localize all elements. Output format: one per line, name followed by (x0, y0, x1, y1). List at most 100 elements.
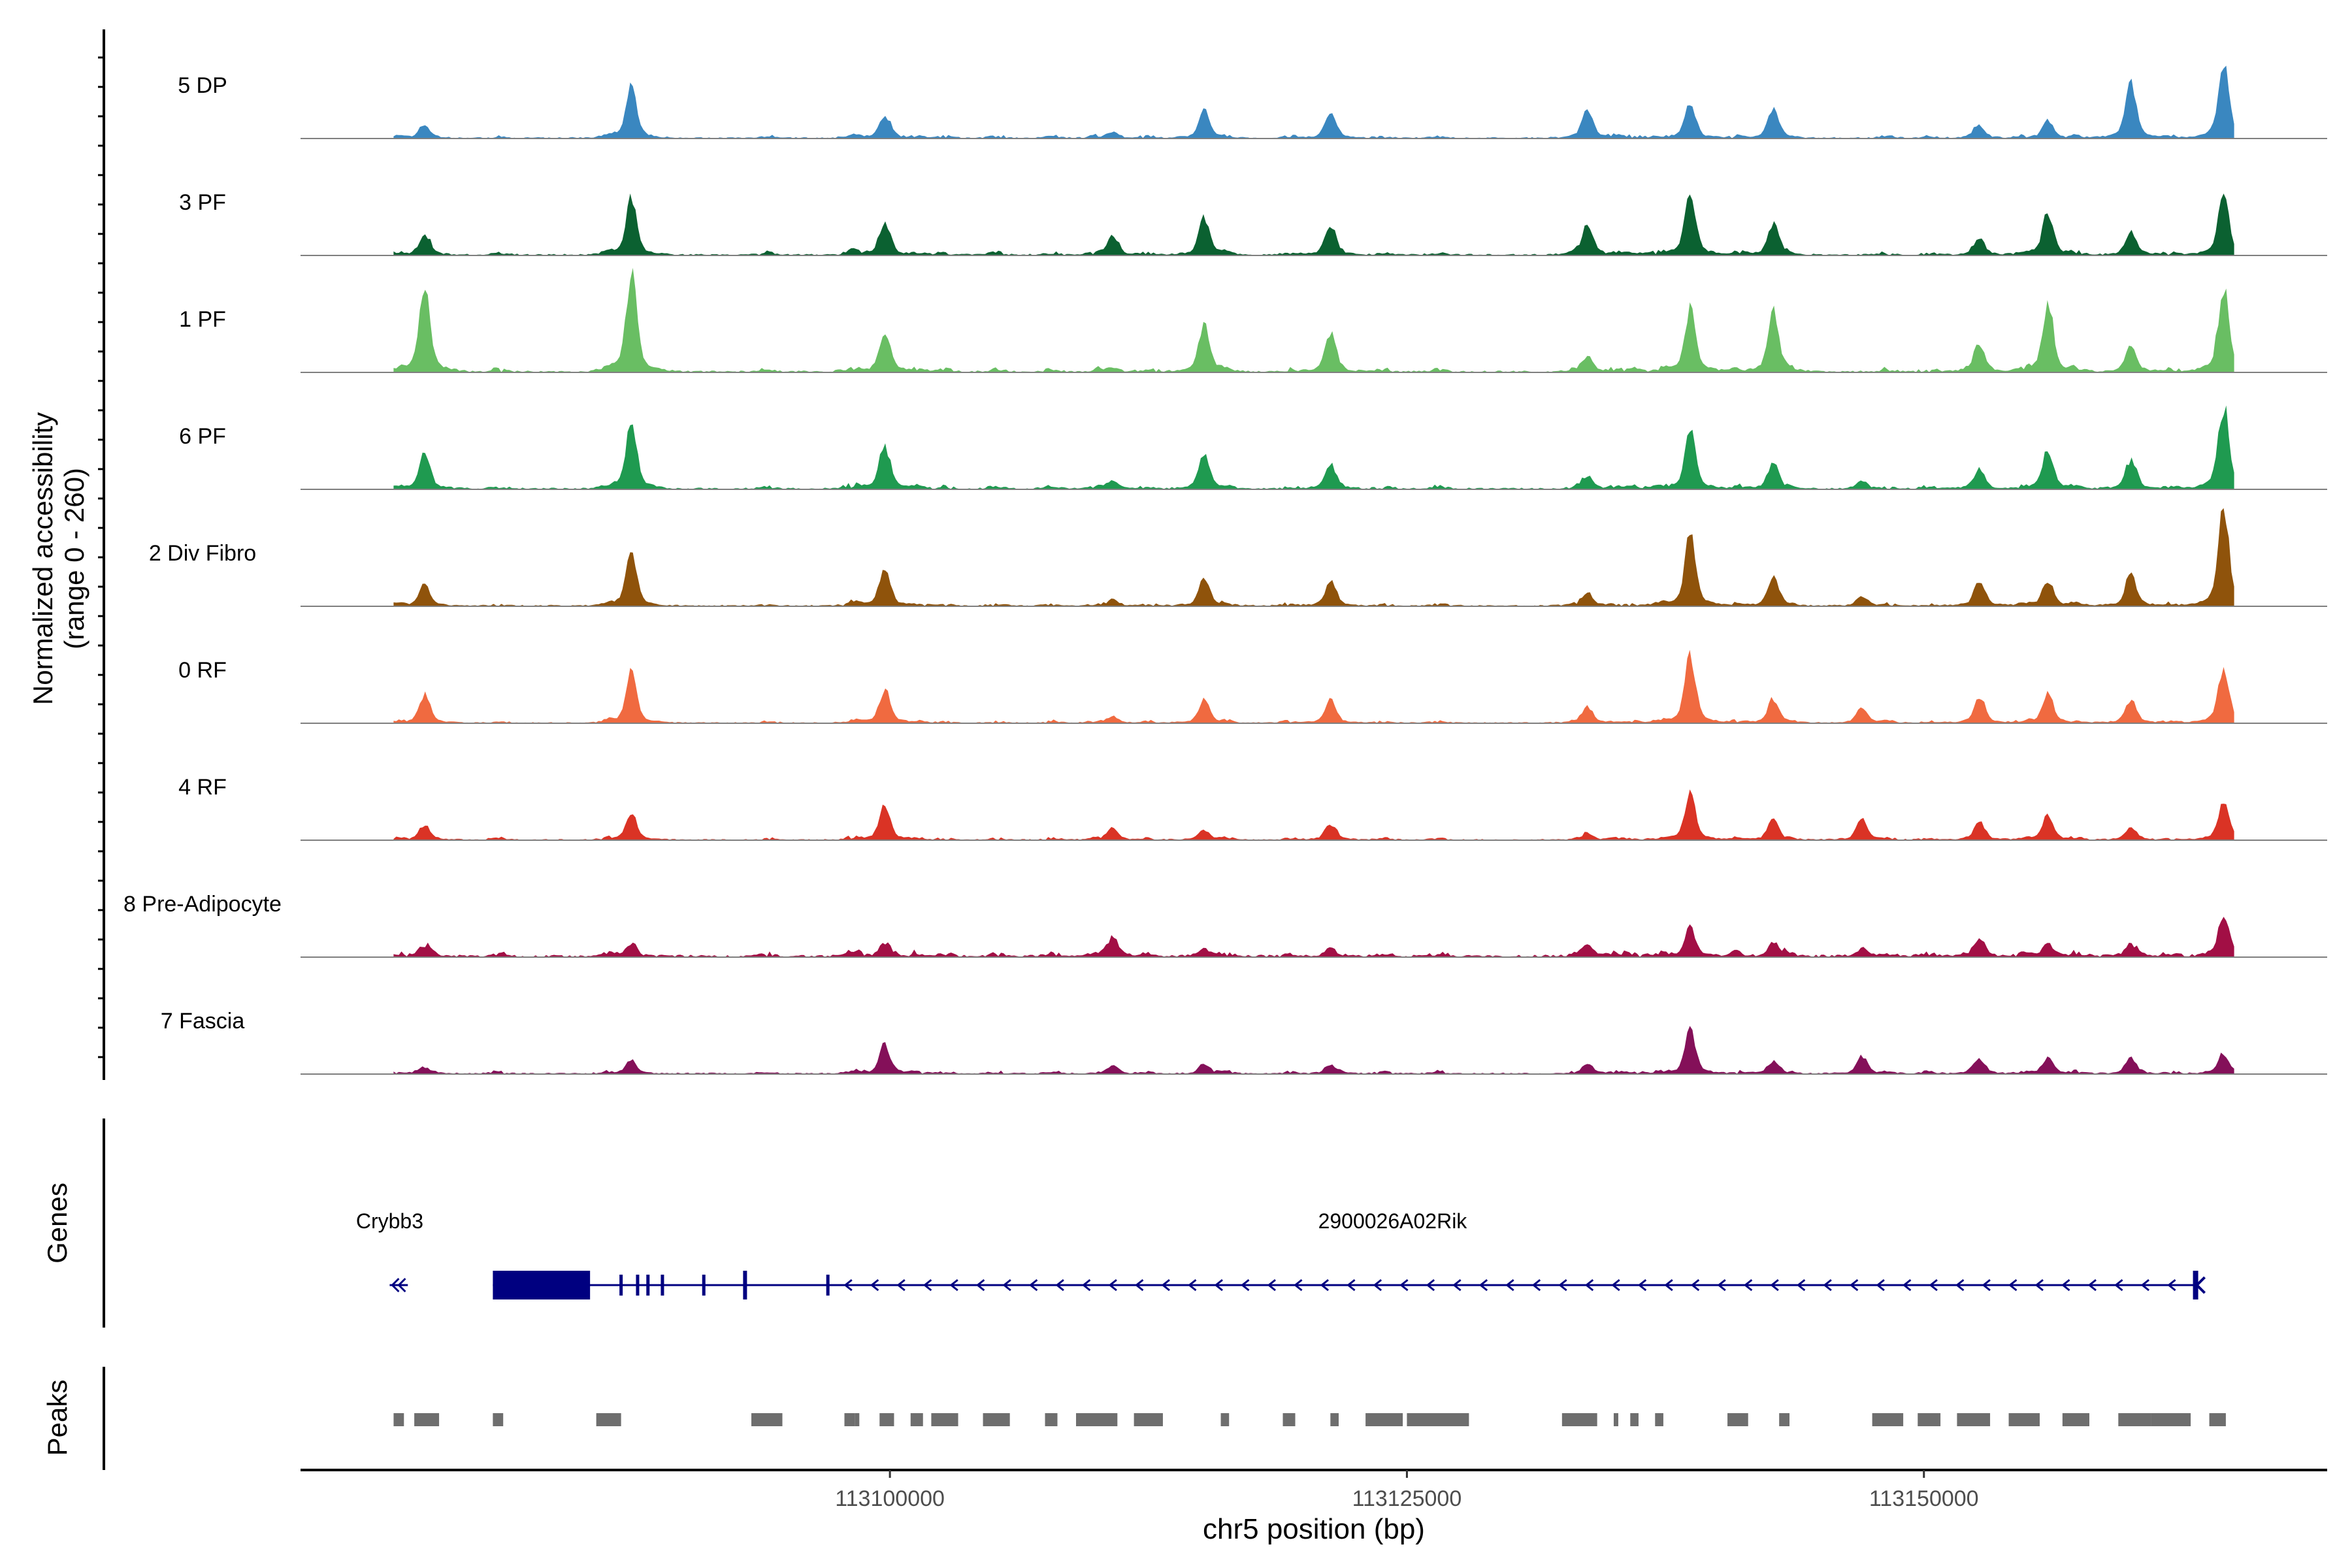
peak-region (1727, 1413, 1748, 1426)
strand-chevron (391, 1277, 400, 1293)
peak-region (983, 1413, 1010, 1426)
peak-region (1957, 1413, 1991, 1426)
peak-region (855, 1413, 860, 1426)
strand-chevron (1320, 1279, 1330, 1292)
strand-chevron (923, 1279, 932, 1292)
coverage-area (393, 789, 2234, 840)
peak-region (1918, 1413, 1941, 1426)
strand-chevron (1796, 1279, 1806, 1292)
strand-chevron (2034, 1279, 2044, 1292)
strand-chevron (1982, 1279, 1991, 1292)
x-axis-ticks: 113100000 113125000 113150000 (835, 1470, 1979, 1511)
strand-chevron (896, 1279, 906, 1292)
peak-region (1330, 1413, 1339, 1426)
genes-panel-label: Genes (42, 1183, 73, 1264)
peak-region (1407, 1413, 1469, 1426)
y-axis-label-line2: (range 0 - 260) (59, 468, 90, 649)
strand-chevron (1876, 1279, 1885, 1292)
coverage-area (393, 405, 2234, 489)
track-6-pf: 6 PF (179, 405, 2327, 490)
coverage-area (393, 508, 2234, 606)
strand-chevron (1399, 1279, 1409, 1292)
peak-region (879, 1413, 894, 1426)
strand-chevron (1161, 1279, 1170, 1292)
strand-chevron (870, 1279, 879, 1292)
strand-chevron (2140, 1279, 2150, 1292)
peak-region (2209, 1413, 2226, 1426)
peak-region (2151, 1413, 2191, 1426)
strand-chevron (975, 1279, 985, 1292)
strand-chevron (1452, 1279, 1462, 1292)
x-tick-label: 113125000 (1352, 1486, 1462, 1511)
peak-region (2008, 1413, 2040, 1426)
strand-chevron (1637, 1279, 1647, 1292)
exon-block (743, 1271, 747, 1299)
strand-chevron (1135, 1279, 1144, 1292)
strand-chevron (1055, 1279, 1064, 1292)
x-tick-label: 113150000 (1869, 1486, 1979, 1511)
strand-chevron (2008, 1279, 2017, 1292)
strand-chevron (1664, 1279, 1673, 1292)
strand-chevron (1717, 1279, 1726, 1292)
peak-region (596, 1413, 621, 1426)
track-label: 6 PF (179, 424, 226, 449)
peak-region (1630, 1413, 1639, 1426)
track-label: 2 Div Fibro (149, 541, 256, 566)
strand-chevron (1478, 1279, 1488, 1292)
coverage-area (393, 917, 2234, 957)
peak-region (1075, 1413, 1118, 1426)
strand-chevron (1584, 1279, 1594, 1292)
strand-chevron (1823, 1279, 1832, 1292)
strand-chevron (2087, 1279, 2097, 1292)
strand-chevron (1002, 1279, 1011, 1292)
track-label: 5 DP (178, 73, 227, 98)
peak-region (1220, 1413, 1230, 1426)
track-0-rf: 0 RF (178, 649, 2327, 724)
track-label: 4 RF (178, 775, 227, 800)
track-label: 8 Pre-Adipocyte (123, 892, 282, 917)
peak-region (493, 1413, 504, 1426)
strand-chevron (1373, 1279, 1382, 1292)
coverage-area (393, 268, 2234, 372)
peak-region (1282, 1413, 1296, 1426)
peak-region (931, 1413, 958, 1426)
peak-region (910, 1413, 923, 1426)
strand-chevron (843, 1279, 853, 1292)
track-1-pf: 1 PF (179, 268, 2327, 373)
strand-chevron (2114, 1279, 2123, 1292)
peak-region (1872, 1413, 1904, 1426)
strand-chevron (2195, 1276, 2206, 1294)
gene-label: 2900026A02Rik (1318, 1209, 1468, 1233)
peak-region (1779, 1413, 1790, 1426)
peak-region (1655, 1413, 1663, 1426)
coverage-area (393, 193, 2234, 255)
strand-chevron (1611, 1279, 1620, 1292)
coverage-area (393, 1026, 2234, 1074)
strand-chevron (1903, 1279, 1912, 1292)
peak-regions-track (393, 1413, 2226, 1426)
strand-chevron (1294, 1279, 1303, 1292)
strand-chevron (1082, 1279, 1091, 1292)
track-8-pre-adipocyte: 8 Pre-Adipocyte (123, 892, 2327, 958)
strand-chevron (1426, 1279, 1435, 1292)
track-label: 1 PF (179, 307, 226, 332)
track-label: 7 Fascia (161, 1009, 245, 1034)
coverage-area (393, 65, 2234, 139)
strand-chevron (1347, 1279, 1356, 1292)
track-label: 0 RF (178, 658, 227, 683)
coverage-y-ticks (98, 56, 104, 1058)
gene-utr-block (493, 1271, 591, 1299)
track-5-dp: 5 DP (178, 65, 2327, 139)
coverage-tracks: 5 DP 3 PF 1 PF 6 PF 2 Div Fibro 0 RF 4 RF 8 Pre… (123, 65, 2327, 1075)
strand-chevron (949, 1279, 958, 1292)
gene-crybb3: Crybb3 (356, 1209, 423, 1293)
x-axis-label: chr5 position (bp) (1203, 1513, 1425, 1545)
peak-region (2118, 1413, 2151, 1426)
strand-chevron (1029, 1279, 1038, 1292)
strand-chevron (2167, 1279, 2176, 1292)
peak-region (751, 1413, 783, 1426)
track-4-rf: 4 RF (178, 775, 2327, 841)
strand-chevron (1929, 1279, 1938, 1292)
track-7-fascia: 7 Fascia (161, 1009, 2327, 1075)
